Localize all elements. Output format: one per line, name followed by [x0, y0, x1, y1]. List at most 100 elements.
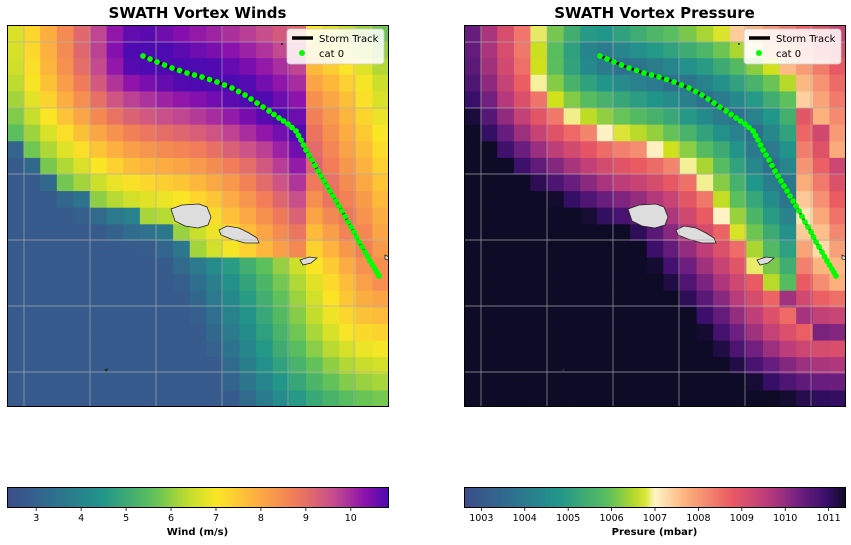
field-cell	[56, 41, 75, 59]
field-cell	[239, 290, 257, 308]
field-cell	[139, 174, 158, 192]
field-cell	[829, 207, 846, 225]
field-cell	[630, 240, 648, 259]
field-cell	[256, 307, 274, 325]
field-cell	[480, 157, 498, 176]
field-cell	[480, 307, 498, 325]
field-cell	[222, 74, 241, 93]
field-cell	[497, 141, 515, 159]
field-cell	[762, 174, 781, 192]
field-cell	[189, 323, 207, 342]
field-cell	[7, 240, 25, 259]
field-cell	[513, 41, 532, 59]
track-point	[306, 152, 312, 158]
field-cell	[596, 340, 615, 358]
field-cell	[256, 373, 274, 391]
track-point	[597, 53, 603, 59]
field-cell	[829, 91, 846, 109]
track-points	[140, 53, 382, 279]
field-cell	[563, 290, 581, 308]
field-cell	[679, 274, 698, 292]
pressure-map[interactable]: Storm Track cat 0	[464, 25, 846, 407]
field-cell	[7, 207, 25, 225]
field-cell	[23, 274, 41, 292]
track-point	[289, 124, 295, 131]
track-point	[285, 121, 291, 127]
field-cell	[696, 290, 714, 308]
winds-map[interactable]: Storm Track cat 0	[7, 25, 389, 407]
field-cell	[73, 74, 91, 93]
track-point	[276, 115, 282, 121]
track-point	[733, 115, 739, 121]
field-cell	[829, 307, 846, 325]
field-cell	[729, 41, 747, 59]
field-cell	[322, 290, 340, 308]
field-cell	[156, 41, 174, 59]
field-cell	[580, 323, 598, 342]
field-cell	[40, 373, 58, 391]
field-cell	[613, 290, 631, 308]
field-cell	[746, 108, 764, 126]
field-cell	[696, 191, 714, 209]
legend-points-label: cat 0	[776, 49, 801, 60]
field-cell	[40, 91, 58, 109]
field-cell	[513, 58, 532, 76]
field-cell	[829, 373, 846, 391]
field-cell	[480, 340, 498, 358]
field-cell	[613, 108, 631, 126]
field-cell	[746, 157, 764, 176]
field-cell	[696, 373, 714, 391]
field-cell	[596, 357, 615, 375]
field-cell	[663, 157, 681, 176]
field-cell	[663, 207, 681, 225]
field-cell	[762, 240, 781, 259]
field-cell	[222, 124, 241, 142]
field-cell	[123, 58, 141, 76]
field-cell	[73, 257, 91, 275]
field-cell	[7, 373, 25, 391]
field-cell	[156, 91, 174, 109]
islet	[738, 43, 740, 45]
field-cell	[663, 124, 681, 142]
colorbar-tick-label: 3	[33, 513, 39, 524]
field-cell	[513, 191, 532, 209]
field-cell	[90, 25, 108, 43]
field-cell	[663, 323, 681, 342]
field-cell	[272, 124, 290, 142]
field-cell	[206, 224, 224, 242]
field-cell	[663, 290, 681, 308]
field-cell	[106, 74, 124, 93]
field-cell	[106, 25, 124, 43]
field-cell	[289, 224, 307, 242]
field-cell	[613, 157, 631, 176]
field-cell	[696, 74, 714, 93]
field-cell	[123, 25, 141, 43]
colorbar-tick-label: 7	[213, 513, 219, 524]
field-cell	[372, 240, 389, 259]
field-cell	[173, 108, 191, 126]
track-point	[254, 100, 260, 106]
colorbar-tick-label: 1005	[556, 513, 580, 524]
wind-colorbar-label: Wind (m/s)	[166, 527, 229, 538]
field-cell	[464, 357, 482, 375]
field-cell	[729, 207, 747, 225]
track-point	[686, 85, 692, 91]
field-cell	[206, 240, 224, 259]
field-cell	[580, 58, 598, 76]
field-cell	[189, 240, 207, 259]
field-cell	[663, 340, 681, 358]
field-cell	[580, 124, 598, 142]
field-cell	[106, 373, 124, 391]
field-cell	[729, 74, 747, 93]
field-cell	[646, 108, 664, 126]
field-cell	[480, 207, 498, 225]
field-cell	[613, 307, 631, 325]
field-cell	[530, 141, 548, 159]
field-cell	[156, 257, 174, 275]
field-cell	[123, 124, 141, 142]
field-cell	[222, 157, 241, 176]
field-cell	[580, 224, 598, 242]
field-cell	[464, 257, 482, 275]
field-cell	[464, 274, 482, 292]
field-cell	[372, 174, 389, 192]
